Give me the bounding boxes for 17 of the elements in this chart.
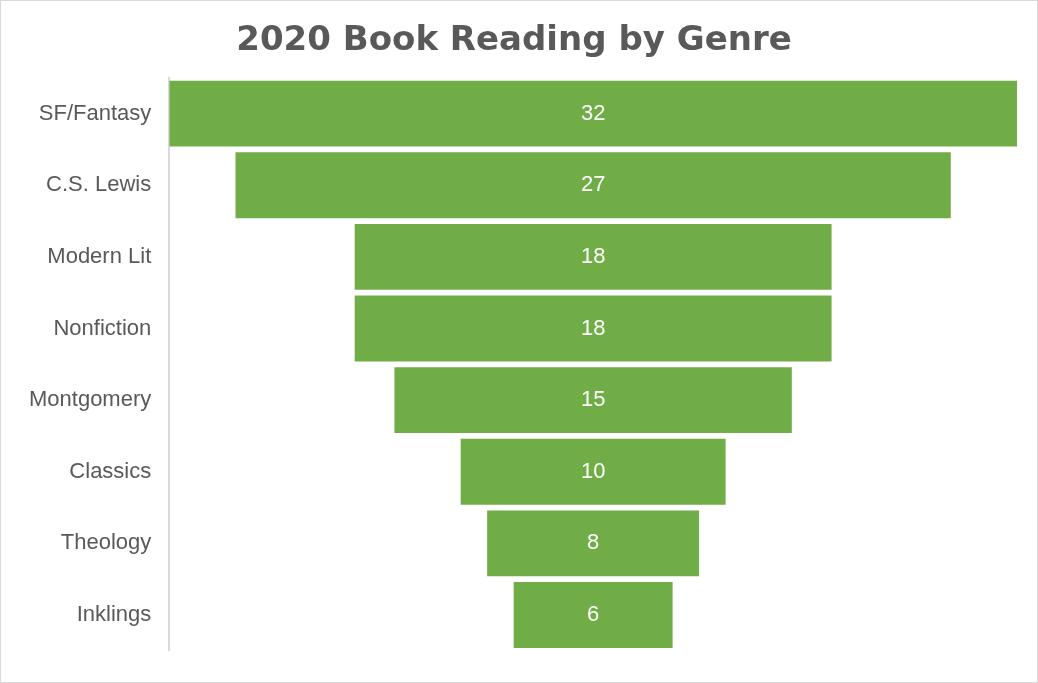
category-label: Theology — [60, 529, 152, 555]
data-label: 27 — [580, 171, 606, 197]
text: 2020 Book Reading by Genre — [236, 18, 792, 59]
category-label: C.S. Lewis — [46, 171, 152, 197]
category-label: SF/Fantasy — [38, 99, 152, 125]
category-label: Nonfiction — [53, 314, 152, 340]
data-label: 18 — [580, 242, 606, 268]
data-label: 15 — [580, 386, 606, 412]
data-label: 10 — [580, 457, 606, 483]
data-label: 18 — [580, 314, 606, 340]
category-label: Classics — [69, 457, 152, 483]
category-label: Montgomery — [28, 386, 152, 412]
category-label: Modern Lit — [47, 242, 152, 268]
data-label: 8 — [587, 529, 600, 555]
data-label: 32 — [580, 99, 606, 125]
data-label: 6 — [587, 601, 600, 627]
category-label: Inklings — [76, 601, 152, 627]
